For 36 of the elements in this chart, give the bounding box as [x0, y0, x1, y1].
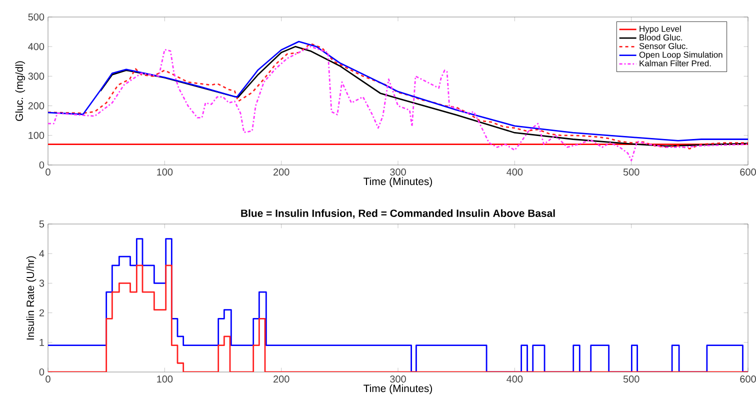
x-tick-label: 300: [390, 376, 406, 383]
legend-label: Hypo Level: [640, 26, 681, 34]
x-tick-label: 0: [46, 168, 50, 176]
x-tick-label: 400: [506, 376, 523, 383]
x-tick-label: 0: [46, 376, 50, 383]
x-tick-label: 600: [740, 168, 756, 176]
chart-title: Blue = Insulin Infusion, Red = Commanded Insulin Above Basal: [241, 209, 555, 219]
x-tick-label: 200: [274, 168, 290, 176]
x-axis-title: Time (Minutes): [364, 177, 432, 188]
y-tick-label: 1: [40, 338, 44, 346]
x-tick-label: 500: [623, 168, 640, 176]
y-axis-title: Insulin Rate (U/hr): [26, 256, 36, 340]
y-tick-label: 5: [39, 220, 44, 228]
y-tick-label: 300: [28, 72, 44, 80]
y-tick-label: 4: [39, 250, 44, 258]
y-tick-label: 2: [39, 309, 44, 316]
y-tick-label: 200: [28, 102, 44, 110]
y-tick-label: 0: [39, 161, 44, 169]
legend-label: Sensor Gluc.: [639, 42, 688, 50]
y-tick-label: 100: [28, 132, 44, 139]
x-tick-label: 300: [390, 168, 406, 176]
y-tick-label: 3: [39, 280, 44, 287]
x-tick-label: 500: [623, 376, 640, 383]
x-tick-label: 600: [740, 376, 756, 383]
y-tick-label: 400: [28, 43, 44, 50]
y-axis-title: Gluc. (mg/dl): [15, 61, 26, 121]
y-tick-label: 0: [39, 368, 44, 376]
legend-label: Open Loop Simulation: [639, 52, 722, 60]
legend-label: Kalman Filter Pred.: [640, 60, 711, 66]
x-tick-label: 100: [157, 168, 173, 176]
x-tick-label: 400: [506, 168, 523, 176]
x-axis-title: Time (Minutes): [364, 384, 432, 394]
legend-label: Blood Gluc.: [640, 34, 682, 40]
y-tick-label: 500: [28, 13, 44, 21]
x-tick-label: 100: [157, 376, 173, 383]
x-tick-label: 200: [274, 376, 290, 383]
